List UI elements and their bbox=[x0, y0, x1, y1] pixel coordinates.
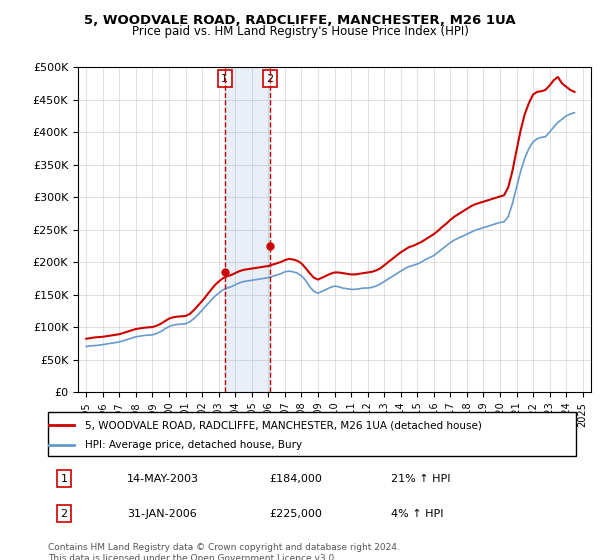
Text: 1: 1 bbox=[61, 474, 67, 484]
FancyBboxPatch shape bbox=[48, 412, 576, 456]
Text: £225,000: £225,000 bbox=[270, 509, 323, 519]
Text: Price paid vs. HM Land Registry's House Price Index (HPI): Price paid vs. HM Land Registry's House … bbox=[131, 25, 469, 38]
Text: 14-MAY-2003: 14-MAY-2003 bbox=[127, 474, 199, 484]
Text: 2: 2 bbox=[266, 74, 273, 83]
Text: 4% ↑ HPI: 4% ↑ HPI bbox=[391, 509, 444, 519]
Text: Contains HM Land Registry data © Crown copyright and database right 2024.
This d: Contains HM Land Registry data © Crown c… bbox=[48, 543, 400, 560]
Text: 31-JAN-2006: 31-JAN-2006 bbox=[127, 509, 197, 519]
Text: 1: 1 bbox=[221, 74, 228, 83]
Text: HPI: Average price, detached house, Bury: HPI: Average price, detached house, Bury bbox=[85, 440, 302, 450]
Text: 5, WOODVALE ROAD, RADCLIFFE, MANCHESTER, M26 1UA: 5, WOODVALE ROAD, RADCLIFFE, MANCHESTER,… bbox=[84, 14, 516, 27]
Bar bbox=[225, 67, 269, 392]
Text: 2: 2 bbox=[60, 509, 67, 519]
Text: 5, WOODVALE ROAD, RADCLIFFE, MANCHESTER, M26 1UA (detached house): 5, WOODVALE ROAD, RADCLIFFE, MANCHESTER,… bbox=[85, 420, 482, 430]
Text: 21% ↑ HPI: 21% ↑ HPI bbox=[391, 474, 451, 484]
Text: £184,000: £184,000 bbox=[270, 474, 323, 484]
